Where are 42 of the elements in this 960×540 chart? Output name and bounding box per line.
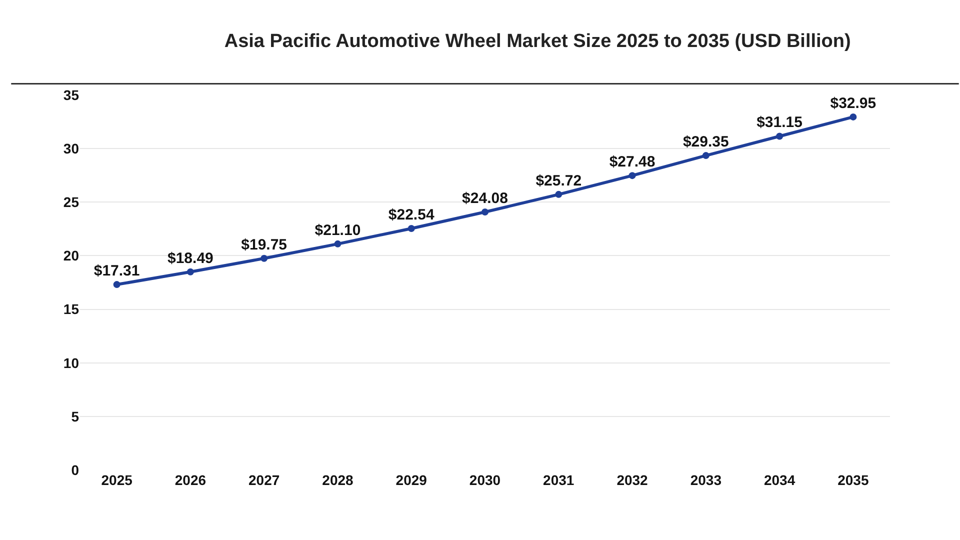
x-tick-label: 2025 [101,472,133,488]
data-label: $31.15 [756,114,802,132]
x-tick-label: 2031 [543,472,574,488]
x-tick-label: 2028 [322,472,354,488]
point [334,240,342,248]
point [776,132,784,140]
point [850,113,857,120]
data-label: $22.54 [388,206,435,224]
point [260,254,268,262]
y-tick-label: 5 [71,408,80,424]
y-tick-label: 10 [63,354,80,371]
data-label: $29.35 [682,133,729,150]
data-label: $19.75 [241,236,288,254]
data-label: $25.72 [536,172,582,190]
x-tick-label: 2033 [690,472,722,488]
y-tick-label: 15 [63,301,80,318]
data-label: $32.95 [830,94,876,112]
point [702,152,710,160]
data-label: $18.49 [168,250,214,267]
x-tick-label: 2034 [764,472,796,488]
data-label: $21.10 [314,222,361,239]
point [113,281,120,288]
point [482,208,488,216]
data-label: $17.31 [94,262,140,280]
point [555,190,562,198]
point [628,172,636,180]
x-tick-label: 2030 [469,472,501,488]
point [186,268,194,276]
x-tick-label: 2035 [838,472,869,488]
chart-title: Asia Pacific Automotive Wheel Market Size 2025 to 2035 (USD Billion) [224,31,851,52]
y-tick-label: 30 [63,140,80,156]
data-label: $24.08 [462,190,508,207]
point [408,225,415,232]
y-tick-label: 35 [63,86,80,103]
x-tick-label: 2032 [616,472,648,488]
y-tick-label: 0 [71,462,80,478]
x-tick-label: 2026 [174,472,206,488]
x-tick-label: 2029 [396,472,428,488]
y-tick-label: 25 [63,194,80,210]
data-label: $27.48 [609,153,656,170]
y-tick-label: 20 [63,248,80,264]
x-tick-label: 2027 [248,472,280,488]
